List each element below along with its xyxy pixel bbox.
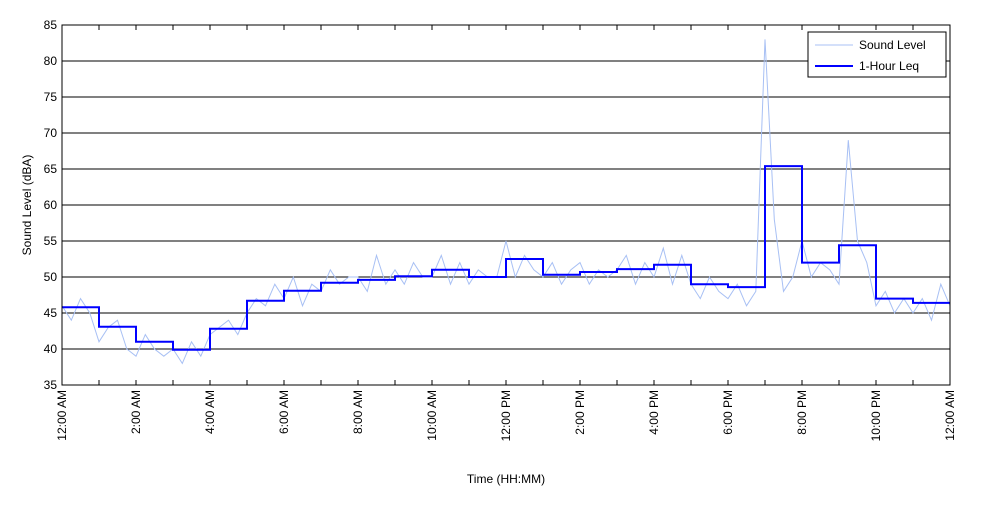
- y-tick-label: 80: [44, 54, 58, 68]
- leq-step-line: [62, 165, 950, 351]
- x-tick-label: 8:00 AM: [351, 390, 365, 434]
- x-tick-label: 6:00 PM: [721, 390, 735, 435]
- y-axis-label: Sound Level (dBA): [20, 155, 34, 256]
- legend: Sound Level 1-Hour Leq: [807, 31, 947, 78]
- series-group: [61, 39, 951, 365]
- legend-label-sound-level: Sound Level: [859, 38, 926, 52]
- x-tick-label: 12:00 AM: [55, 390, 69, 441]
- y-tick-label: 55: [44, 234, 58, 248]
- legend-label-leq: 1-Hour Leq: [859, 59, 919, 73]
- y-tick-label: 35: [44, 378, 58, 392]
- x-axis-ticks: 12:00 AM 2:00 AM 4:00 AM 6:00 AM 8:00 AM 10:0…: [55, 25, 957, 441]
- y-tick-label: 45: [44, 306, 58, 320]
- x-axis-label: Time (HH:MM): [467, 472, 545, 486]
- y-tick-label: 50: [44, 270, 58, 284]
- x-tick-label: 8:00 PM: [795, 390, 809, 435]
- x-tick-label: 12:00 PM: [499, 390, 513, 441]
- y-tick-label: 65: [44, 162, 58, 176]
- x-tick-label: 6:00 AM: [277, 390, 291, 434]
- x-tick-label: 2:00 PM: [573, 390, 587, 435]
- y-tick-label: 75: [44, 90, 58, 104]
- plot-frame: [61, 24, 951, 386]
- y-tick-label: 85: [44, 18, 58, 32]
- x-tick-label: 10:00 AM: [425, 390, 439, 441]
- y-tick-label: 70: [44, 126, 58, 140]
- x-tick-label: 2:00 AM: [129, 390, 143, 434]
- y-tick-label: 40: [44, 342, 58, 356]
- sound-level-line: [61, 39, 951, 365]
- y-axis-ticks: 35 40 45 50 55 60 65 70 75 80 85: [44, 18, 58, 392]
- x-tick-label: 4:00 PM: [647, 390, 661, 435]
- x-tick-label: 12:00 AM: [943, 390, 957, 441]
- x-tick-label: 4:00 AM: [203, 390, 217, 434]
- x-tick-label: 10:00 PM: [869, 390, 883, 441]
- grid-lines: [62, 24, 950, 386]
- y-tick-label: 60: [44, 198, 58, 212]
- legend-box: [807, 31, 947, 78]
